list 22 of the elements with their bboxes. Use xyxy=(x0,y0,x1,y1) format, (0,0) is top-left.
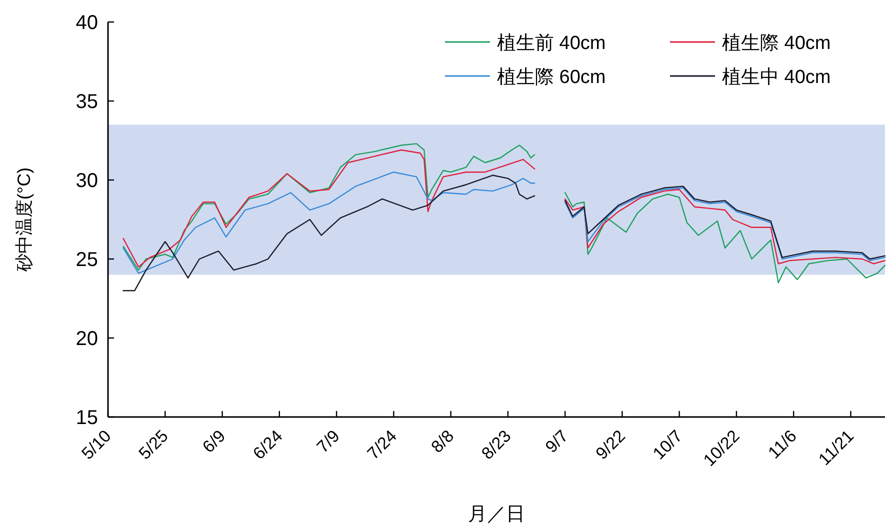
x-tick-label: 9/22 xyxy=(592,426,630,464)
x-tick-label: 7/24 xyxy=(364,426,400,464)
legend-label: 植生際 60cm xyxy=(497,67,606,88)
legend-label: 植生際 40cm xyxy=(722,33,831,54)
x-tick-label: 6/24 xyxy=(249,426,286,464)
y-axis-title: 砂中温度(°C) xyxy=(14,167,34,273)
legend-label: 植生中 40cm xyxy=(722,67,831,88)
y-tick-label: 30 xyxy=(76,170,98,192)
x-tick-label: 11/6 xyxy=(764,426,800,462)
legend-label: 植生前 40cm xyxy=(497,33,606,54)
x-tick-label: 7/9 xyxy=(313,426,344,457)
y-tick-label: 40 xyxy=(76,12,98,34)
y-tick-label: 20 xyxy=(76,328,98,350)
x-tick-label: 9/7 xyxy=(542,426,572,457)
y-tick-label: 25 xyxy=(76,249,98,271)
x-tick-label: 8/8 xyxy=(427,426,458,457)
x-axis-title: 月／日 xyxy=(468,504,525,525)
x-tick-label: 6/9 xyxy=(198,426,230,457)
x-tick-label: 5/10 xyxy=(78,426,115,464)
y-tick-label: 15 xyxy=(76,407,98,429)
y-tick-label: 35 xyxy=(76,91,98,113)
x-tick-label: 8/23 xyxy=(478,426,515,464)
